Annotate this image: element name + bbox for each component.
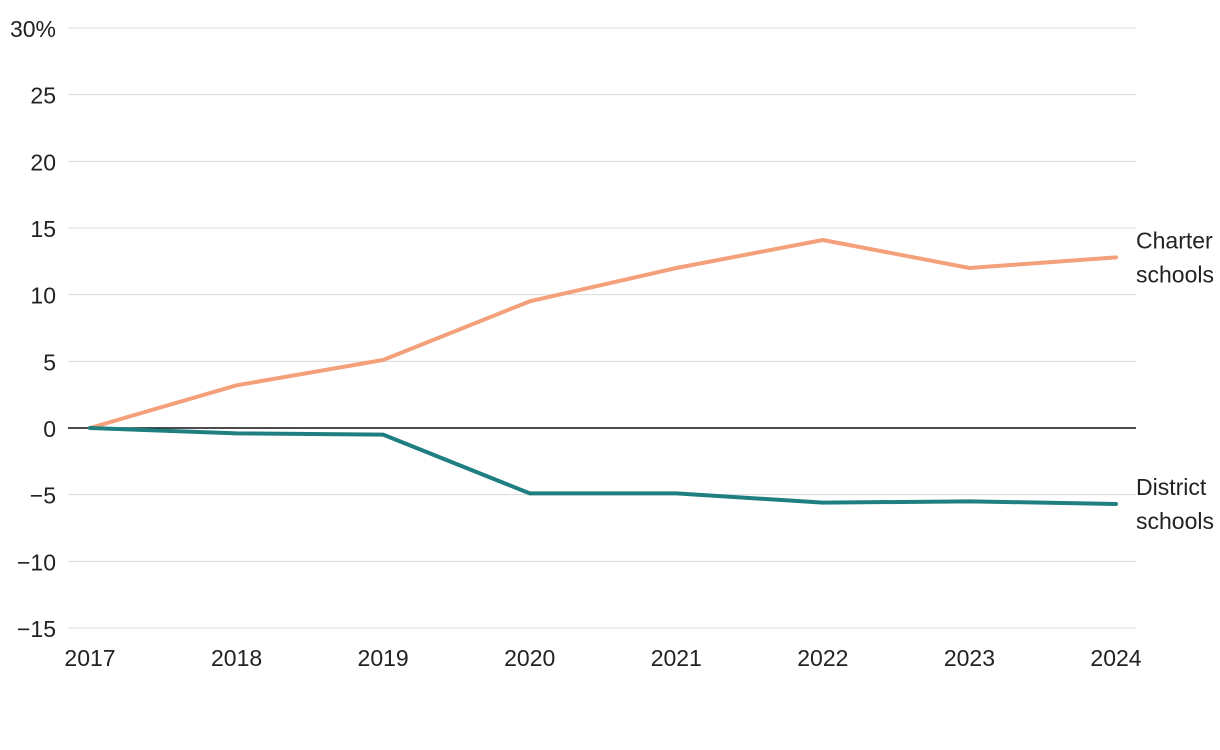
series-lines [88, 238, 1118, 506]
series-label: schools [1136, 261, 1214, 287]
x-tick-label: 2024 [1090, 645, 1141, 671]
series-label: District [1136, 474, 1207, 500]
x-axis-tick-labels: 2017 2018 2019 2020 2021 2022 2023 2024 [64, 645, 1141, 671]
y-tick-label: 30% [10, 16, 56, 42]
y-tick-label: 25 [30, 83, 56, 109]
y-tick-label: 20 [30, 149, 56, 175]
series-label: schools [1136, 508, 1214, 534]
x-tick-label: 2023 [944, 645, 995, 671]
x-tick-label: 2022 [797, 645, 848, 671]
x-tick-label: 2020 [504, 645, 555, 671]
y-tick-label: 0 [43, 416, 56, 442]
series-labels: Charter schools District schools [1136, 227, 1214, 534]
x-tick-label: 2021 [651, 645, 702, 671]
y-tick-label: 15 [30, 216, 56, 242]
x-tick-label: 2019 [358, 645, 409, 671]
gridlines [68, 27, 1136, 629]
series-line-district-schools [88, 426, 1118, 506]
x-tick-label: 2017 [64, 645, 115, 671]
y-tick-label: 10 [30, 283, 56, 309]
y-axis-tick-labels: 30% 25 20 15 10 5 0 −5 −10 −15 [10, 16, 56, 642]
series-label: Charter [1136, 227, 1213, 253]
y-tick-label: −10 [17, 549, 56, 575]
x-tick-label: 2018 [211, 645, 262, 671]
y-tick-label: −15 [17, 616, 56, 642]
y-tick-label: 5 [43, 349, 56, 375]
y-tick-label: −5 [30, 483, 56, 509]
series-line-charter-schools [88, 238, 1118, 430]
